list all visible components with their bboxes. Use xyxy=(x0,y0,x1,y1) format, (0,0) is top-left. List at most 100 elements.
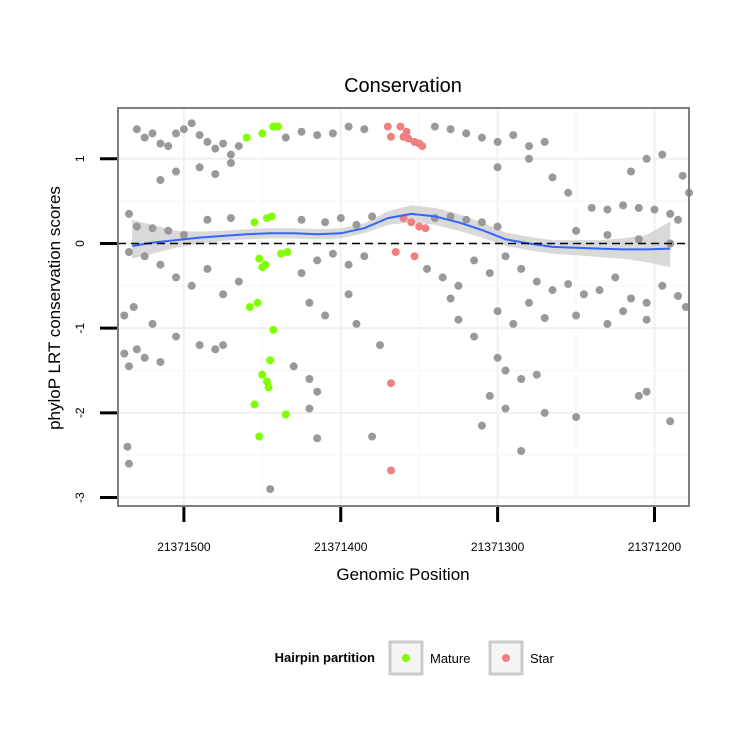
data-point xyxy=(179,125,188,134)
data-point xyxy=(123,442,132,451)
data-point xyxy=(454,281,463,290)
data-point xyxy=(360,252,369,261)
mature-data-point xyxy=(264,383,273,392)
data-point xyxy=(195,341,204,350)
data-point xyxy=(540,314,549,322)
data-point xyxy=(517,375,526,383)
data-point xyxy=(172,273,180,282)
mature-data-point xyxy=(258,370,267,379)
data-point xyxy=(627,294,635,303)
data-point xyxy=(120,349,129,358)
data-point xyxy=(532,370,541,379)
data-point xyxy=(446,212,455,221)
data-point xyxy=(446,125,455,134)
data-point xyxy=(297,215,306,224)
data-point xyxy=(156,139,165,148)
data-point xyxy=(140,353,149,362)
data-point xyxy=(532,277,541,286)
x-tick-label: 21371200 xyxy=(628,540,682,554)
x-axis-title: Genomic Position xyxy=(336,565,469,584)
smooth-fit-line xyxy=(131,212,671,251)
data-point xyxy=(281,133,290,142)
data-point xyxy=(132,125,141,134)
data-point xyxy=(156,260,165,269)
data-point xyxy=(297,127,306,136)
data-point xyxy=(140,133,149,142)
data-point xyxy=(642,298,651,307)
data-point xyxy=(509,131,518,140)
data-point xyxy=(203,137,212,146)
data-point xyxy=(368,212,377,221)
data-point xyxy=(125,209,133,218)
x-tick-label: 21371500 xyxy=(157,540,211,554)
data-point xyxy=(438,273,447,282)
mature-data-point xyxy=(269,325,278,334)
data-point xyxy=(603,231,612,239)
data-point xyxy=(642,315,651,324)
data-point xyxy=(634,203,643,212)
mature-data-point xyxy=(250,400,259,409)
data-point xyxy=(572,413,581,422)
data-point xyxy=(470,332,479,341)
data-point xyxy=(321,311,330,320)
data-point xyxy=(485,391,494,400)
data-point xyxy=(477,133,486,142)
data-point xyxy=(344,290,353,299)
mature-data-point xyxy=(253,298,262,307)
data-point xyxy=(140,252,149,261)
data-point xyxy=(674,292,682,300)
y-tick-label: -3 xyxy=(73,492,87,503)
data-point xyxy=(226,159,235,167)
data-point xyxy=(525,298,533,307)
data-point xyxy=(148,224,157,233)
data-point xyxy=(517,264,526,273)
star-data-point xyxy=(415,222,424,231)
plot-panel-border xyxy=(117,107,690,507)
y-tick-label: -2 xyxy=(73,407,87,418)
data-point xyxy=(187,281,196,290)
data-point xyxy=(540,137,549,146)
data-point xyxy=(634,235,643,244)
data-point xyxy=(619,307,628,316)
data-point xyxy=(344,260,353,269)
data-point xyxy=(313,131,322,140)
data-point xyxy=(446,294,455,303)
mature-data-point xyxy=(283,248,292,256)
data-point xyxy=(352,220,361,229)
y-tick-label: 0 xyxy=(73,240,87,247)
data-point xyxy=(493,163,502,172)
data-point xyxy=(572,311,581,320)
mature-data-point xyxy=(281,410,290,419)
star-data-point xyxy=(387,132,395,141)
data-point xyxy=(501,404,510,413)
legend-key xyxy=(488,640,524,676)
data-point xyxy=(328,129,337,138)
data-point xyxy=(211,170,220,179)
data-point xyxy=(611,273,620,282)
data-point xyxy=(376,341,384,350)
mature-data-point xyxy=(245,303,254,311)
mature-data-point xyxy=(261,260,270,269)
data-point xyxy=(360,125,369,134)
data-point xyxy=(658,281,667,290)
data-point xyxy=(548,173,557,182)
y-axis-title: phyloP LRT conservation scores xyxy=(45,186,64,430)
mature-data-point xyxy=(255,254,264,263)
star-data-point xyxy=(407,218,416,227)
star-data-point xyxy=(387,379,395,388)
data-point xyxy=(634,391,643,400)
data-point xyxy=(344,122,353,131)
data-point xyxy=(493,137,502,146)
data-point xyxy=(172,129,180,138)
data-point xyxy=(305,404,314,413)
data-point xyxy=(125,248,133,256)
data-point xyxy=(187,119,196,128)
data-point xyxy=(540,408,549,417)
data-point xyxy=(642,387,651,396)
data-point xyxy=(234,277,243,286)
data-point xyxy=(305,375,314,383)
legend-title: Hairpin partition xyxy=(275,650,375,665)
data-point xyxy=(313,387,322,396)
star-data-point xyxy=(404,134,413,143)
data-point xyxy=(564,188,573,197)
